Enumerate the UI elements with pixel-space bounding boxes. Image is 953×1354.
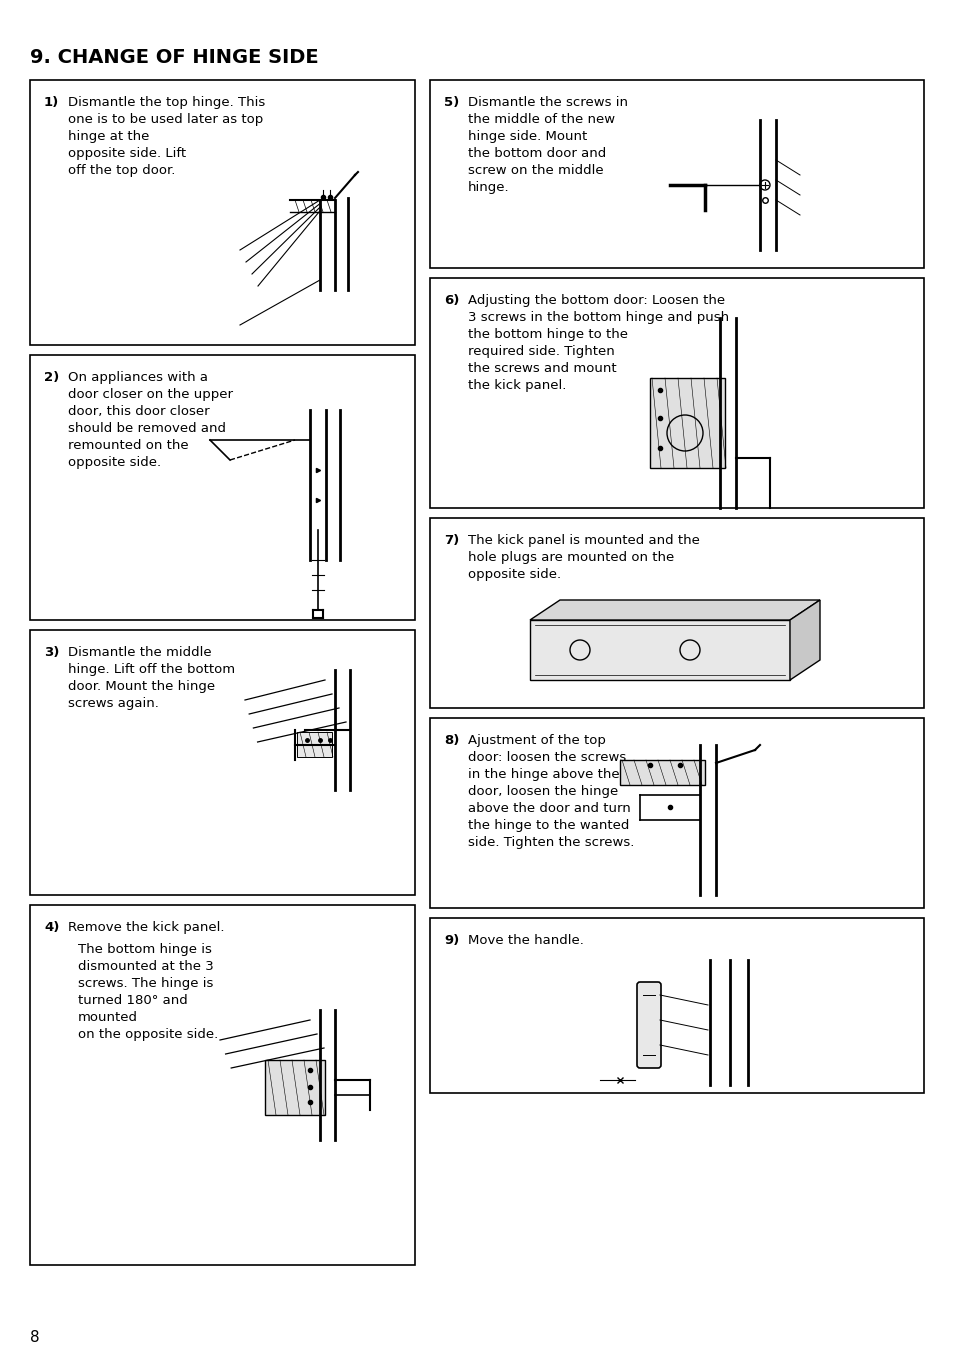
Bar: [530, 620, 789, 680]
Polygon shape: [530, 600, 820, 620]
Bar: [619, 760, 704, 785]
Text: Dismantle the middle
hinge. Lift off the bottom
door. Mount the hinge
screws aga: Dismantle the middle hinge. Lift off the…: [68, 646, 234, 709]
FancyBboxPatch shape: [637, 982, 660, 1068]
Text: 9): 9): [443, 934, 458, 946]
Text: 5): 5): [443, 96, 458, 110]
Text: 8: 8: [30, 1330, 40, 1345]
Text: 4): 4): [44, 921, 59, 934]
Bar: [430, 80, 923, 268]
Text: Dismantle the screws in
the middle of the new
hinge side. Mount
the bottom door : Dismantle the screws in the middle of th…: [468, 96, 627, 194]
Text: 2): 2): [44, 371, 59, 385]
Bar: [30, 80, 415, 345]
Text: 9. CHANGE OF HINGE SIDE: 9. CHANGE OF HINGE SIDE: [30, 47, 318, 66]
Text: 1): 1): [44, 96, 59, 110]
Text: Dismantle the top hinge. This
one is to be used later as top
hinge at the
opposi: Dismantle the top hinge. This one is to …: [68, 96, 265, 177]
Bar: [430, 519, 923, 708]
Text: The bottom hinge is
dismounted at the 3
screws. The hinge is
turned 180° and
mou: The bottom hinge is dismounted at the 3 …: [78, 942, 218, 1041]
Text: 8): 8): [443, 734, 459, 747]
Bar: [30, 630, 415, 895]
Bar: [296, 733, 332, 757]
Bar: [430, 278, 923, 508]
Text: Adjusting the bottom door: Loosen the
3 screws in the bottom hinge and push
the : Adjusting the bottom door: Loosen the 3 …: [468, 294, 728, 393]
Text: Remove the kick panel.: Remove the kick panel.: [68, 921, 224, 934]
Bar: [649, 378, 724, 468]
Text: 6): 6): [443, 294, 459, 307]
Bar: [430, 918, 923, 1093]
Polygon shape: [789, 600, 820, 680]
Text: Ajustment of the top
door: loosen the screws
in the hinge above the
door, loosen: Ajustment of the top door: loosen the sc…: [468, 734, 634, 849]
Text: 7): 7): [443, 533, 458, 547]
Text: Move the handle.: Move the handle.: [468, 934, 583, 946]
Text: On appliances with a
door closer on the upper
door, this door closer
should be r: On appliances with a door closer on the …: [68, 371, 233, 468]
Text: The kick panel is mounted and the
hole plugs are mounted on the
opposite side.: The kick panel is mounted and the hole p…: [468, 533, 700, 581]
Bar: [265, 1060, 325, 1114]
Bar: [30, 355, 415, 620]
Text: 3): 3): [44, 646, 59, 659]
Bar: [430, 718, 923, 909]
Bar: [30, 904, 415, 1265]
